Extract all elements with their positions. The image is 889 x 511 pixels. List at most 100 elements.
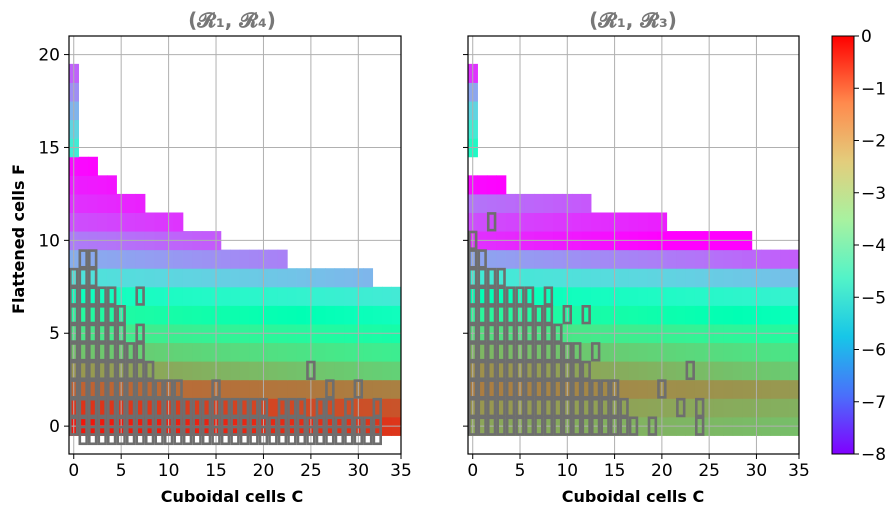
- heatmap-cell: [135, 286, 146, 306]
- outlined-cell: [163, 379, 174, 399]
- heatmap-cell: [713, 342, 724, 362]
- heatmap-cell: [647, 268, 658, 288]
- heatmap-cell: [363, 398, 374, 418]
- outlined-cell: [239, 397, 250, 418]
- outlined-cell: [468, 379, 478, 399]
- heatmap-cell: [638, 286, 649, 306]
- heatmap-cell: [572, 361, 582, 381]
- outlined-cell: [553, 397, 563, 418]
- heatmap-cell: [572, 268, 582, 288]
- heatmap-cell: [581, 249, 592, 269]
- heatmap-cell: [201, 249, 212, 269]
- heatmap-cell: [505, 361, 516, 381]
- outlined-cell: [590, 397, 601, 418]
- outlined-cell: [486, 360, 497, 381]
- heatmap-cell: [505, 286, 516, 306]
- outlined-cell: [87, 342, 98, 362]
- outlined-cells: [468, 212, 705, 436]
- x-tick-label: 0: [68, 461, 79, 481]
- outlined-cell: [543, 286, 554, 306]
- outlined-cell: [524, 379, 535, 399]
- heatmap-cell: [628, 212, 639, 232]
- heatmap-cell: [154, 342, 165, 362]
- heatmap-cell: [477, 249, 488, 269]
- outlined-cell: [486, 212, 497, 232]
- x-tick-label: 0: [467, 461, 478, 481]
- heatmap-cell: [572, 212, 582, 232]
- heatmap-cell: [694, 305, 705, 325]
- heatmap-cell: [723, 342, 734, 362]
- heatmap-cell: [572, 286, 582, 306]
- outlined-cell: [572, 360, 582, 381]
- heatmap-cell: [287, 398, 298, 418]
- heatmap-cell: [268, 379, 279, 399]
- heatmap-cell: [619, 305, 630, 325]
- outlined-cell: [515, 323, 525, 343]
- heatmap-cell: [125, 379, 136, 399]
- heatmap-cell: [647, 212, 658, 232]
- heatmap-cell: [344, 379, 355, 399]
- heatmap-cell: [363, 305, 374, 325]
- outlined-cell: [543, 416, 554, 436]
- heatmap-cell: [619, 268, 630, 288]
- heatmap-cell: [277, 305, 288, 325]
- heatmap-cell: [543, 361, 554, 381]
- heatmap-cell: [106, 249, 117, 269]
- outlined-cell: [524, 286, 535, 306]
- heatmap-cell: [334, 305, 345, 325]
- outlined-cell: [125, 360, 136, 381]
- heatmap-cell: [135, 342, 146, 362]
- outlined-cell: [106, 379, 117, 399]
- outlined-cell: [477, 360, 487, 381]
- heatmap-cell: [524, 193, 535, 213]
- heatmap-cell: [125, 249, 136, 269]
- x-tick-label: 20: [253, 461, 275, 481]
- heatmap-cell: [334, 379, 345, 399]
- outlined-cell: [201, 425, 212, 446]
- heatmap-cell: [619, 249, 630, 269]
- heatmap-cell: [496, 342, 507, 362]
- outlined-cell: [534, 323, 544, 343]
- heatmap-cell: [770, 342, 781, 362]
- heatmap-cell: [534, 361, 545, 381]
- heatmap-cell: [230, 305, 241, 325]
- outlined-cell: [572, 416, 582, 436]
- outlined-cell: [468, 305, 478, 325]
- outlined-cell: [173, 379, 183, 399]
- colorbar-tick-label: −4: [861, 236, 886, 256]
- heatmap-cell: [676, 305, 687, 325]
- heatmap-cell: [173, 305, 184, 325]
- x-tick-label: 30: [746, 461, 768, 481]
- y-tick-label: 10: [38, 231, 60, 251]
- heatmap-cell: [477, 305, 488, 325]
- heatmap-cell: [334, 398, 345, 418]
- outlined-cell: [78, 249, 88, 269]
- heatmap-cell: [382, 342, 393, 362]
- heatmap-cell: [382, 398, 393, 418]
- heatmap-cell: [723, 268, 734, 288]
- heatmap-cell: [761, 342, 772, 362]
- heatmap-cell: [524, 286, 535, 306]
- outlined-cell: [201, 397, 212, 418]
- outlined-cell: [144, 425, 155, 446]
- outlined-cell: [524, 305, 535, 325]
- heatmap-cell: [125, 342, 136, 362]
- outlined-cell: [125, 379, 136, 399]
- outlined-cell: [590, 379, 601, 399]
- outlined-cell: [69, 379, 79, 399]
- y-tick-label: 15: [38, 138, 60, 158]
- heatmap-cell: [220, 398, 231, 418]
- outlined-cell: [353, 425, 364, 446]
- heatmap-cell: [230, 249, 241, 269]
- outlined-cell: [572, 342, 582, 362]
- heatmap-cell: [477, 379, 488, 399]
- heatmap-cell: [192, 398, 203, 418]
- heatmap-panel-right: (𝓡₁, 𝓡₃) 0 5 10 15 20 25 30 35 Cuboidal cells C: [463, 8, 810, 506]
- outlined-cell: [144, 360, 155, 381]
- colorbar-tick-label: −3: [861, 184, 886, 204]
- heatmap-cell: [477, 212, 488, 232]
- heatmap-cell: [676, 286, 687, 306]
- heatmap-cell: [553, 193, 564, 213]
- heatmap-cell: [619, 398, 630, 418]
- outlined-cell: [628, 416, 639, 436]
